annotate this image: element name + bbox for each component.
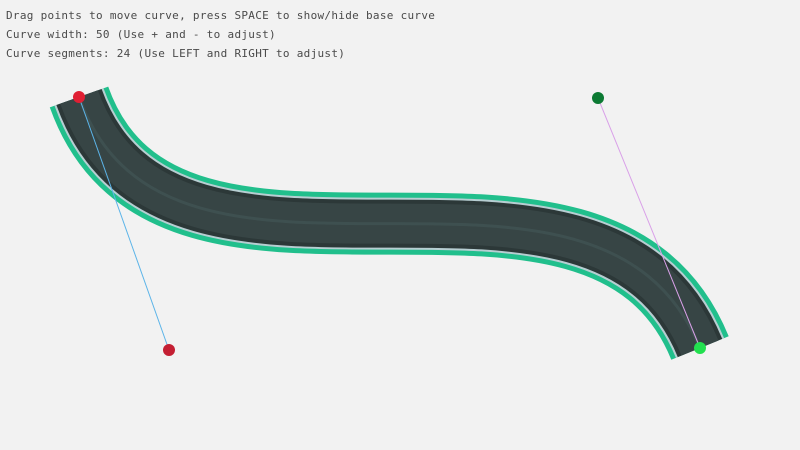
control-points-group[interactable] <box>73 91 706 356</box>
end-tangent-line[interactable] <box>597 97 701 349</box>
tangent-handles-group <box>78 96 701 351</box>
road-layer-center-line <box>77 96 702 349</box>
hud-overlay: Drag points to move curve, press SPACE t… <box>0 0 435 63</box>
control-start[interactable] <box>163 344 175 356</box>
hud-curve-segments-line: Curve segments: 24 (Use LEFT and RIGHT t… <box>6 47 346 60</box>
anchor-start[interactable] <box>73 91 85 103</box>
hud-curve-width-line: Curve width: 50 (Use + and - to adjust) <box>6 28 276 41</box>
hud-instruction-line: Drag points to move curve, press SPACE t… <box>6 9 436 22</box>
control-end[interactable] <box>592 92 604 104</box>
road-curve-group <box>49 85 729 361</box>
anchor-end[interactable] <box>694 342 706 354</box>
start-tangent-line[interactable] <box>78 96 170 351</box>
